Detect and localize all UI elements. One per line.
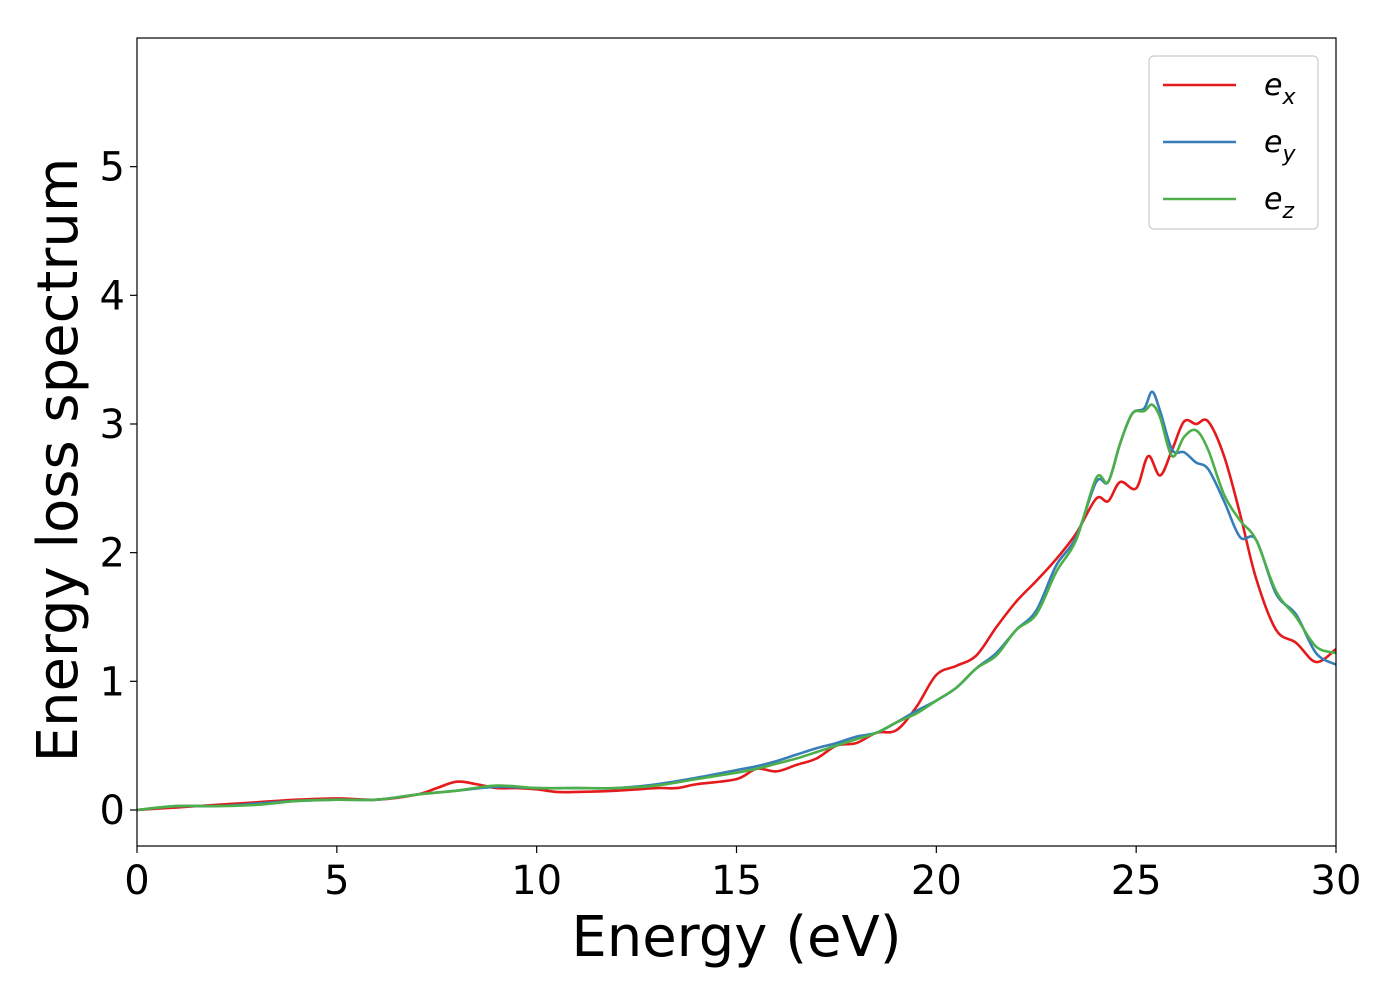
legend-label-ey: ey <box>1264 125 1296 167</box>
y-tick-label: 0 <box>100 788 125 834</box>
axes: 0 5 10 15 20 25 30 0 1 2 3 4 5 <box>100 37 1362 904</box>
y-tick-label: 4 <box>100 273 125 319</box>
plot-area <box>137 390 1336 812</box>
y-tick-label: 1 <box>100 659 125 705</box>
x-tick-label: 10 <box>511 858 562 904</box>
series-line-ez <box>137 403 1336 812</box>
x-tick-label: 20 <box>911 858 962 904</box>
y-tick-label: 3 <box>100 402 125 448</box>
x-tick-label: 25 <box>1111 858 1162 904</box>
legend-label-ex: ex <box>1264 68 1296 110</box>
x-axis-label: Energy (eV) <box>571 905 901 970</box>
legend: ex ey ez <box>1148 55 1319 230</box>
x-tick-label: 0 <box>124 858 149 904</box>
legend-label-ez: ez <box>1264 182 1294 224</box>
y-tick-label: 5 <box>100 145 125 191</box>
x-tick-label: 5 <box>324 858 349 904</box>
x-tick-label: 30 <box>1311 858 1362 904</box>
x-tick-label: 15 <box>711 858 762 904</box>
y-tick-label: 2 <box>100 531 125 577</box>
y-axis-label: Energy loss spectrum <box>26 158 91 763</box>
